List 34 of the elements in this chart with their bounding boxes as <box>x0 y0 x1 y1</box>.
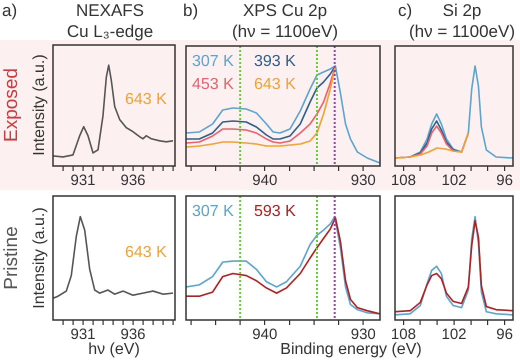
x-tick-label: 936 <box>120 172 146 190</box>
series-label: 643 K <box>125 244 167 262</box>
text: 643 K <box>254 75 297 95</box>
chart-title: NEXAFS <box>76 1 144 21</box>
series-label: 393 K <box>254 52 297 72</box>
chart-title: Si 2p <box>442 1 482 21</box>
text: 307 K <box>192 202 235 222</box>
x-tick-label: 940 <box>252 326 278 344</box>
chart-subtitle: (hν = 1100eV) <box>408 22 516 42</box>
text: 307 K <box>192 52 235 72</box>
x-tick-label: 930 <box>350 172 376 190</box>
series-label: 643 K <box>125 91 167 110</box>
text: 593 K <box>254 202 297 222</box>
x-axis-title: Binding energy (eV) <box>280 341 422 358</box>
x-tick-label: 108 <box>390 326 416 344</box>
text: 453 K <box>192 75 235 95</box>
x-tick-label: 930 <box>350 326 376 344</box>
chart-subtitle: Cu L₃-edge <box>66 22 154 42</box>
y-axis-title: Intensity (a.u.) <box>31 53 49 158</box>
x-tick-label: 931 <box>70 172 96 190</box>
x-tick-label: 108 <box>390 172 416 190</box>
x-tick-label: 102 <box>441 326 467 344</box>
chart-title: XPS Cu 2p <box>242 1 328 21</box>
text: b) <box>183 1 198 21</box>
chart-subtitle: (hν = 1100eV) <box>232 22 338 42</box>
x-tick-label: 96 <box>496 326 513 344</box>
x-tick-label: 96 <box>496 172 513 190</box>
text: a) <box>2 1 18 21</box>
text: Pristine <box>1 224 23 292</box>
x-tick-label: 102 <box>441 172 467 190</box>
text: Exposed <box>1 67 23 144</box>
x-tick-label: 940 <box>252 172 278 190</box>
text: c) <box>398 1 412 21</box>
y-axis-title: Intensity (a.u.) <box>31 206 49 310</box>
